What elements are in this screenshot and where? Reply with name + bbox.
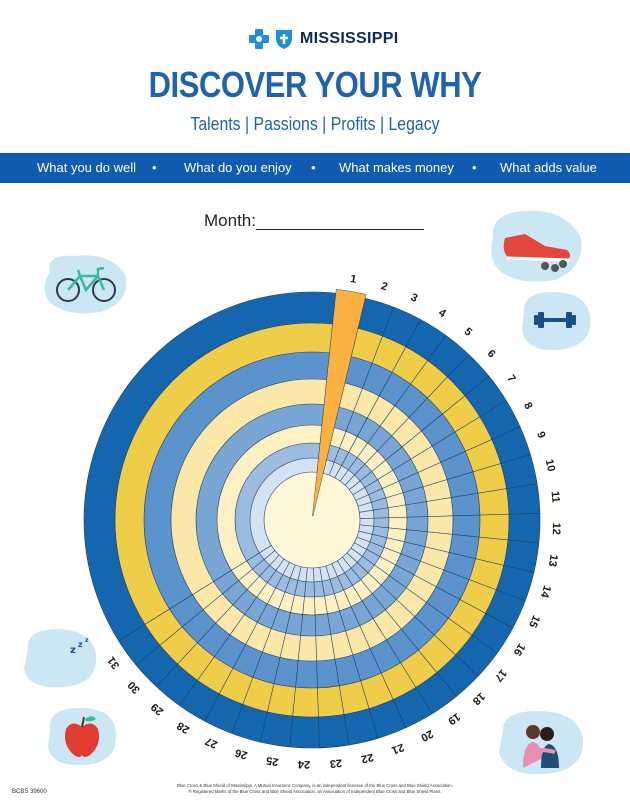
day-label: 9 (534, 430, 547, 440)
wheel-spoke (319, 567, 350, 746)
day-label: 29 (149, 700, 166, 717)
band-item-well: What you do well (37, 160, 136, 175)
wheel-spoke (359, 483, 538, 513)
wheel-spoke (334, 319, 421, 478)
bicycle-icon (44, 255, 127, 314)
blue-cross-icon (249, 29, 269, 49)
day-label: 12 (550, 522, 562, 535)
wheel-spoke (204, 562, 290, 722)
month-input-line[interactable] (256, 229, 424, 230)
day-label: 14 (538, 584, 553, 600)
blue-shield-icon (276, 30, 292, 49)
wheel-spoke (289, 567, 308, 747)
band-item-value: What adds value (500, 160, 597, 175)
band-separator: • (311, 160, 316, 175)
wheel-spoke (260, 566, 302, 743)
wheel-spoke (331, 563, 407, 728)
highlighted-day-wedge (312, 289, 367, 517)
wheel-spoke (328, 306, 394, 476)
wheel-center (263, 471, 361, 569)
day-label: 25 (265, 754, 279, 768)
svg-text:z: z (85, 637, 89, 644)
band-item-enjoy: What do you enjoy (184, 160, 292, 175)
band-item-money: What makes money (339, 160, 454, 175)
day-label: 3 (409, 292, 420, 305)
wheel-spoke (337, 560, 433, 714)
wheel-spoke (350, 547, 498, 654)
day-label: 13 (546, 553, 560, 567)
day-label: 5 (462, 326, 474, 339)
day-label: 10 (543, 458, 557, 473)
wheel-spoke (352, 400, 507, 496)
wheel-spoke (313, 567, 320, 748)
day-label: 26 (234, 746, 249, 761)
sneaker-icon (491, 210, 582, 282)
day-label: 30 (126, 679, 143, 696)
wheel-spoke (356, 536, 526, 602)
hug-icon (499, 710, 584, 775)
day-label: 15 (526, 613, 542, 629)
wheel-spoke (359, 524, 539, 544)
wheel-spoke (354, 542, 513, 629)
wheel-spoke (118, 545, 272, 642)
day-label: 20 (419, 727, 435, 743)
document-code: BCBS 39600 (12, 789, 47, 795)
category-band: What you do well • What do you enjoy • W… (0, 153, 630, 183)
svg-text:z: z (70, 645, 76, 656)
brand-logo: MISSISSIPPI (248, 27, 398, 51)
svg-text:z: z (78, 640, 83, 649)
wheel-spoke (346, 552, 479, 677)
day-label: 6 (485, 348, 498, 361)
day-label: 4 (436, 307, 448, 321)
wheel-spoke (179, 558, 285, 706)
day-label: 7 (504, 373, 517, 385)
wheel-spoke (344, 354, 469, 486)
legal-line-2: ® Registered Marks of the Blue Cross and… (188, 789, 442, 794)
day-label: 18 (470, 690, 487, 707)
wheel-day-labels: 1234567891011121314151617181920212223242… (105, 273, 562, 770)
day-label: 22 (360, 751, 375, 765)
wheel-spoke (359, 513, 540, 519)
band-separator: • (472, 160, 477, 175)
wheel-rings (83, 291, 541, 749)
day-label: 11 (548, 491, 561, 504)
day-label: 8 (521, 400, 534, 411)
wheel-spoke (349, 375, 490, 490)
day-label: 31 (105, 654, 122, 671)
wheel-spoke (355, 426, 521, 501)
day-label: 2 (380, 280, 389, 293)
wheel-spoke (231, 564, 296, 734)
wheel-spoke (358, 530, 534, 573)
moon-sleep-icon: z z z (24, 629, 97, 688)
day-label: 24 (297, 758, 311, 770)
page-subtitle: Talents | Passions | Profits | Legacy (190, 114, 440, 134)
month-label: Month: (204, 211, 256, 230)
day-label: 17 (492, 667, 509, 684)
wheel-spoke (156, 554, 280, 687)
legal-disclaimer: Blue Cross & Blue Shield of Mississippi,… (150, 783, 480, 795)
band-separator: • (152, 160, 157, 175)
wheel-spoke (135, 550, 276, 666)
wheel-spoke (325, 565, 379, 739)
day-label: 27 (203, 734, 219, 750)
wheel-spoke (357, 454, 531, 507)
wheel-spoke (342, 556, 457, 697)
dumbbell-icon (522, 292, 591, 351)
legal-line-1: Blue Cross & Blue Shield of Mississippi,… (177, 783, 453, 788)
day-label: 16 (511, 641, 528, 658)
wheel-highlight (312, 289, 367, 517)
apple-icon (48, 707, 117, 766)
day-label: 23 (329, 756, 342, 769)
day-label: 19 (445, 710, 462, 727)
wheel-spoke (339, 335, 447, 482)
page-title: DISCOVER YOUR WHY (148, 64, 482, 105)
day-label: 28 (175, 719, 192, 736)
day-label: 1 (349, 273, 357, 286)
day-label: 21 (390, 741, 406, 757)
brand-name: MISSISSIPPI (300, 30, 399, 47)
